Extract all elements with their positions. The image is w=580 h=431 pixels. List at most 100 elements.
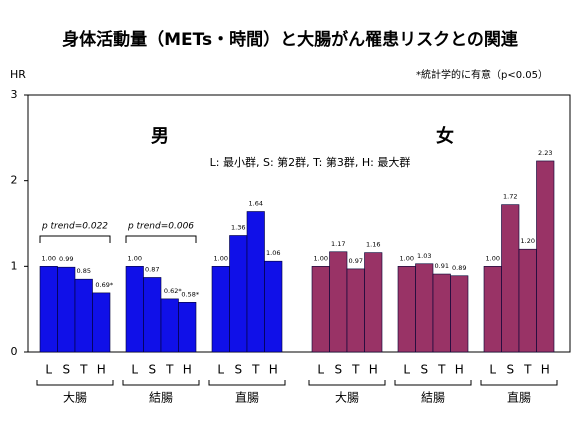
bar — [246, 211, 265, 353]
x-tick-label: L — [489, 363, 496, 377]
x-tick-label: H — [97, 363, 106, 377]
x-tick-label: H — [455, 363, 464, 377]
value-label: 1.00 — [128, 254, 142, 262]
panel-label: 女 — [436, 125, 454, 147]
bar — [143, 277, 162, 353]
bar — [346, 268, 365, 353]
y-tick-label: 0 — [11, 345, 18, 358]
value-label: 1.00 — [42, 254, 56, 262]
value-label: 0.99 — [59, 255, 73, 263]
x-tick-label: T — [251, 363, 260, 377]
x-tick-label: H — [541, 363, 550, 377]
x-tick-label: S — [506, 363, 514, 377]
bar — [311, 266, 330, 353]
group-bracket — [36, 380, 114, 386]
value-label: 0.89 — [452, 264, 466, 272]
x-tick-label: S — [420, 363, 428, 377]
value-label: 1.64 — [249, 200, 263, 208]
group-bracket — [480, 380, 558, 386]
value-label: 1.72 — [503, 193, 517, 201]
x-tick-label: S — [62, 363, 70, 377]
bar — [329, 251, 348, 353]
x-tick-label: T — [165, 363, 174, 377]
x-tick-label: H — [183, 363, 192, 377]
value-label: 1.36 — [231, 223, 245, 231]
group-label: 大腸 — [335, 391, 359, 405]
x-tick-label: T — [351, 363, 360, 377]
trend-annotation: p trend=0.022 — [41, 222, 108, 232]
group-label: 直腸 — [235, 391, 259, 405]
chart-title: 身体活動量（METs・時間）と大腸がん罹患リスクとの関連 — [62, 29, 519, 50]
trend-bracket — [125, 235, 197, 243]
bar — [57, 266, 76, 353]
bar — [125, 266, 144, 353]
value-label: 1.20 — [521, 237, 535, 245]
bar — [432, 273, 451, 353]
x-tick-label: L — [131, 363, 138, 377]
bar — [518, 248, 537, 353]
x-tick-label: L — [45, 363, 52, 377]
value-label: 0.97 — [349, 257, 363, 265]
bar — [536, 160, 555, 353]
value-label: 0.87 — [145, 265, 159, 273]
x-tick-label: L — [217, 363, 224, 377]
value-label: 1.00 — [214, 254, 228, 262]
group-bracket — [308, 380, 386, 386]
bar — [229, 235, 248, 353]
x-tick-label: T — [437, 363, 446, 377]
bar — [211, 266, 230, 353]
group-label: 結腸 — [149, 391, 173, 405]
y-tick-label: 2 — [11, 174, 18, 187]
y-axis-label: HR — [10, 68, 26, 81]
x-tick-label: L — [403, 363, 410, 377]
value-label: 1.00 — [314, 254, 328, 262]
bar — [160, 298, 179, 353]
x-tick-label: H — [269, 363, 278, 377]
value-label: 0.91 — [435, 262, 449, 270]
group-label: 結腸 — [421, 391, 445, 405]
value-label: 0.85 — [77, 267, 91, 275]
bar — [39, 266, 58, 353]
value-label: 1.17 — [331, 240, 345, 248]
group-label: 直腸 — [507, 391, 531, 405]
value-label: 1.00 — [486, 254, 500, 262]
x-tick-label: S — [334, 363, 342, 377]
group-label: 大腸 — [63, 391, 87, 405]
bar — [415, 263, 434, 353]
panel-label: 男 — [151, 126, 169, 147]
bar — [450, 275, 469, 353]
bar — [178, 302, 197, 353]
group-bracket — [394, 380, 472, 386]
value-label: 0.62* — [164, 287, 182, 295]
value-label: 1.00 — [400, 254, 414, 262]
x-tick-label: S — [148, 363, 156, 377]
value-label: 1.16 — [366, 241, 380, 249]
bar — [501, 204, 520, 353]
y-tick-label: 3 — [11, 88, 18, 101]
group-bracket — [208, 380, 286, 386]
bar — [364, 252, 383, 353]
note: *統計学的に有意（p<0.05） — [416, 68, 548, 81]
value-label: 1.03 — [417, 252, 431, 260]
legend-text: L: 最小群, S: 第2群, T: 第3群, H: 最大群 — [210, 155, 411, 169]
plot-frame — [27, 94, 571, 353]
bar — [92, 292, 111, 353]
bar — [74, 278, 93, 353]
value-label: 0.58* — [181, 290, 199, 298]
group-bracket — [122, 380, 200, 386]
x-tick-label: S — [234, 363, 242, 377]
x-tick-label: T — [79, 363, 88, 377]
value-label: 1.06 — [266, 249, 280, 257]
value-label: 0.69* — [95, 281, 113, 289]
x-tick-label: H — [369, 363, 378, 377]
trend-annotation: p trend=0.006 — [127, 222, 194, 232]
x-tick-label: T — [523, 363, 532, 377]
bar — [483, 266, 502, 353]
bar — [397, 266, 416, 353]
bar — [264, 260, 283, 353]
value-label: 2.23 — [538, 149, 552, 157]
y-tick-label: 1 — [11, 259, 18, 272]
trend-bracket — [39, 235, 111, 243]
x-tick-label: L — [317, 363, 324, 377]
